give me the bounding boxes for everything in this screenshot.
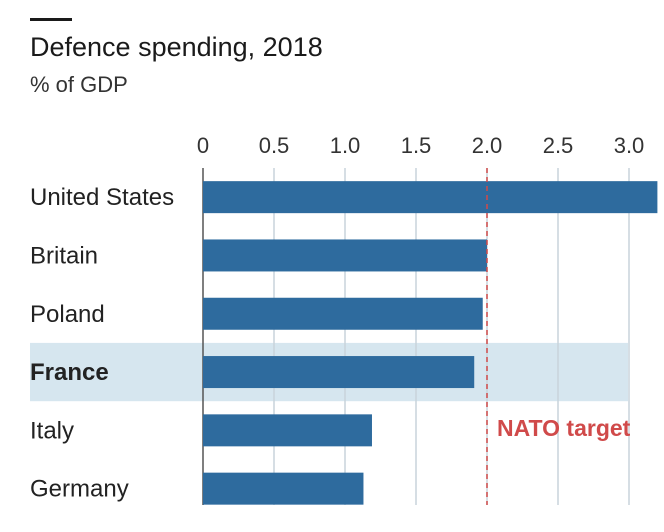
category-label-germany: Germany bbox=[30, 476, 129, 503]
bar-italy bbox=[203, 414, 372, 447]
bar-layer bbox=[203, 181, 658, 505]
category-label-britain: Britain bbox=[30, 242, 98, 269]
x-tick-label-0.5: 0.5 bbox=[259, 133, 290, 158]
category-label-france: France bbox=[30, 359, 109, 386]
x-tick-label-0: 0 bbox=[197, 133, 209, 158]
category-label-poland: Poland bbox=[30, 301, 105, 328]
bar-united-states bbox=[203, 181, 658, 214]
category-label-united-states: United States bbox=[30, 184, 174, 211]
x-tick-label-2.5: 2.5 bbox=[543, 133, 574, 158]
x-tick-label-2.0: 2.0 bbox=[472, 133, 503, 158]
gridline-layer bbox=[202, 168, 630, 505]
chart-title: Defence spending, 2018 bbox=[30, 32, 323, 62]
title-rule bbox=[30, 18, 72, 21]
x-tick-label-3.0: 3.0 bbox=[614, 133, 645, 158]
bar-britain bbox=[203, 239, 487, 272]
chart-subtitle: % of GDP bbox=[30, 72, 128, 97]
nato-target-label: NATO target bbox=[497, 415, 631, 441]
category-label-layer: United States Britain Poland France Italy Ger… bbox=[30, 184, 174, 503]
bar-germany bbox=[203, 472, 364, 505]
reference-line-layer: NATO target bbox=[486, 168, 631, 505]
bar-france bbox=[203, 356, 475, 389]
category-label-italy: Italy bbox=[30, 417, 74, 444]
bar-poland bbox=[203, 297, 483, 330]
x-tick-label-1.0: 1.0 bbox=[330, 133, 361, 158]
x-tick-label-1.5: 1.5 bbox=[401, 133, 432, 158]
tick-label-layer: 0 0.5 1.0 1.5 2.0 2.5 3.0 bbox=[197, 133, 644, 158]
